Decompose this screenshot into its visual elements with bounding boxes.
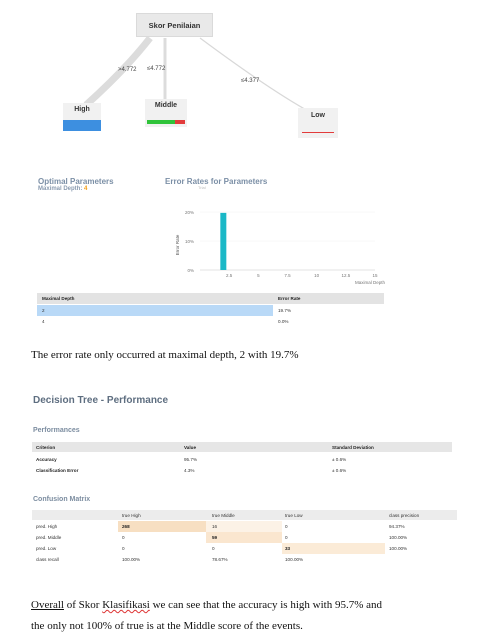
leaf-low[interactable]: Low (298, 108, 338, 138)
edge-label-low: ≤4.377 (241, 78, 260, 84)
cm-header-true-middle: true Middle (212, 513, 235, 518)
leaf-high-label: High (74, 106, 90, 113)
text-of-skor: of Skor (66, 599, 100, 611)
cm-row-pred-middle-label: pred. Middle (36, 535, 62, 540)
leaf-middle-label: Middle (154, 102, 178, 109)
performances-heading: Performances (33, 427, 80, 434)
edge-label-middle: ≤4.772 (147, 66, 166, 72)
chart-y-tick-label: 10% (185, 239, 194, 244)
cm-cell-bg-1-1 (206, 532, 282, 543)
depth-row-2-depth: 4 (42, 319, 45, 324)
chart-bar-depth-2 (220, 212, 227, 270)
optimal-depth: Maximal Depth: 4 (38, 186, 87, 192)
leaf-middle-bar-main (147, 120, 175, 124)
chart-x-tick-label: 10 (314, 273, 320, 278)
chart-x-tick-label: 7.5 (284, 273, 291, 278)
leaf-high[interactable]: High (63, 103, 101, 131)
depth-row-2-bg[interactable] (37, 316, 384, 327)
leaf-middle-bar-minor (175, 120, 185, 124)
chart-y-tick-label: 0% (187, 268, 194, 273)
cm-header-true-low: true Low (285, 513, 303, 518)
tree-edges (83, 35, 311, 113)
chart-x-tick-label: 5 (257, 273, 260, 278)
perf-header-sd: Standard Deviation (332, 445, 374, 450)
chart-x-axis-label: Maximal Depth (355, 280, 385, 285)
cm-cell-2-1: 0 (212, 546, 215, 551)
cm-cell-0-1: 16 (212, 524, 218, 529)
performance-table: Criterion Value Standard Deviation Accur… (32, 442, 452, 478)
text-klasifikasi: Klasifikasi (102, 599, 150, 611)
perf-header-value: Value (184, 445, 197, 450)
perf-row-accuracy-label: Accuracy (36, 457, 57, 462)
depth-row-2-error: 0.0% (278, 319, 289, 324)
tree-root-label: Skor Penilaian (148, 20, 201, 30)
perf-header-criterion: Criterion (36, 445, 56, 450)
header-maximal-depth: Maximal Depth (42, 296, 75, 301)
error-rate-chart: Error Rate 20% 10% 0% 2.5 5 7.5 10 12.5 15 Maximal… (175, 210, 385, 285)
depth-row-1-error: 19.7% (278, 308, 292, 313)
paragraph-overall-line2: the only not 100% of true is at the Midd… (31, 620, 303, 632)
depth-row-1-bg[interactable] (37, 305, 273, 316)
perf-row-accuracy-value: 95.7% (184, 457, 198, 462)
cm-precision-0: 94.37% (389, 524, 405, 529)
perf-row-error-sd: ± 0.6% (332, 468, 347, 473)
chart-x-tick-label: 15 (372, 273, 378, 278)
cm-cell-1-1: 59 (212, 535, 218, 540)
cm-recall-2: 100.00% (285, 557, 304, 562)
optimal-depth-value: 4 (84, 186, 88, 192)
confusion-matrix-title: Confusion Matrix (33, 496, 91, 503)
cm-recall-0: 100.00% (122, 557, 141, 562)
cm-cell-bg-2-2 (282, 543, 385, 554)
confusion-matrix-table: true High true Middle true Low class pre… (32, 510, 457, 574)
cm-header-bg (32, 510, 457, 520)
tree-root-node[interactable]: Skor Penilaian (136, 13, 213, 37)
error-chart-subtitle: Trial (198, 185, 206, 190)
depth-table-header (37, 293, 384, 304)
text-overall-rest: we can see that the accuracy is high wit… (149, 599, 382, 611)
chart-x-tick-label: 12.5 (341, 273, 350, 278)
text-overall-word: Overall (31, 599, 64, 611)
performance-title: Decision Tree - Performance (33, 395, 169, 406)
depth-row-1-depth: 2 (42, 308, 45, 313)
cm-cell-1-2: 0 (285, 535, 288, 540)
perf-row-error-value: 4.3% (184, 468, 195, 473)
cm-header-class-precision: class precision (389, 513, 420, 518)
cm-row-pred-high-label: pred. High (36, 524, 58, 529)
cm-cell-bg-0-0 (118, 521, 206, 532)
cm-header-true-high: true High (122, 513, 141, 518)
leaf-high-bar (63, 120, 101, 131)
cm-row-pred-low-label: pred. Low (36, 546, 57, 551)
leaf-low-label: Low (311, 112, 325, 119)
optimal-title: Optimal Parameters (38, 177, 114, 186)
cm-cell-2-2: 33 (285, 546, 291, 551)
chart-y-axis-label: Error Rate (175, 234, 180, 255)
perf-row-error-label: Classification Error (36, 468, 79, 473)
paragraph-overall: Overall of Skor Klasifikasi we can see t… (31, 599, 471, 611)
cm-cell-1-0: 0 (122, 535, 125, 540)
cm-precision-1: 100.00% (389, 535, 408, 540)
cm-cell-0-0: 268 (122, 524, 130, 529)
cm-precision-2: 100.00% (389, 546, 408, 551)
cm-cell-2-0: 0 (122, 546, 125, 551)
cm-recall-1: 78.67% (212, 557, 228, 562)
edge-label-high: >4.772 (118, 67, 137, 73)
leaf-low-bar (302, 131, 334, 133)
depth-error-table: Maximal Depth Error Rate 2 19.7% 4 0.0% (37, 293, 384, 337)
chart-y-tick-label: 20% (185, 210, 194, 215)
perf-row-accuracy-sd: ± 0.6% (332, 457, 347, 462)
error-chart-title: Error Rates for Parameters (165, 177, 268, 186)
chart-x-tick-label: 2.5 (226, 273, 233, 278)
paragraph-error-rate: The error rate only occurred at maximal … (31, 349, 299, 361)
header-error-rate: Error Rate (278, 296, 301, 301)
perf-header-bg (32, 442, 452, 452)
optimal-depth-label: Maximal Depth: (38, 186, 83, 192)
leaf-middle[interactable]: Middle (145, 99, 187, 127)
cm-cell-0-2: 0 (285, 524, 288, 529)
cm-class-recall-label: class recall (36, 557, 59, 562)
cm-cell-bg-0-1 (206, 521, 282, 532)
